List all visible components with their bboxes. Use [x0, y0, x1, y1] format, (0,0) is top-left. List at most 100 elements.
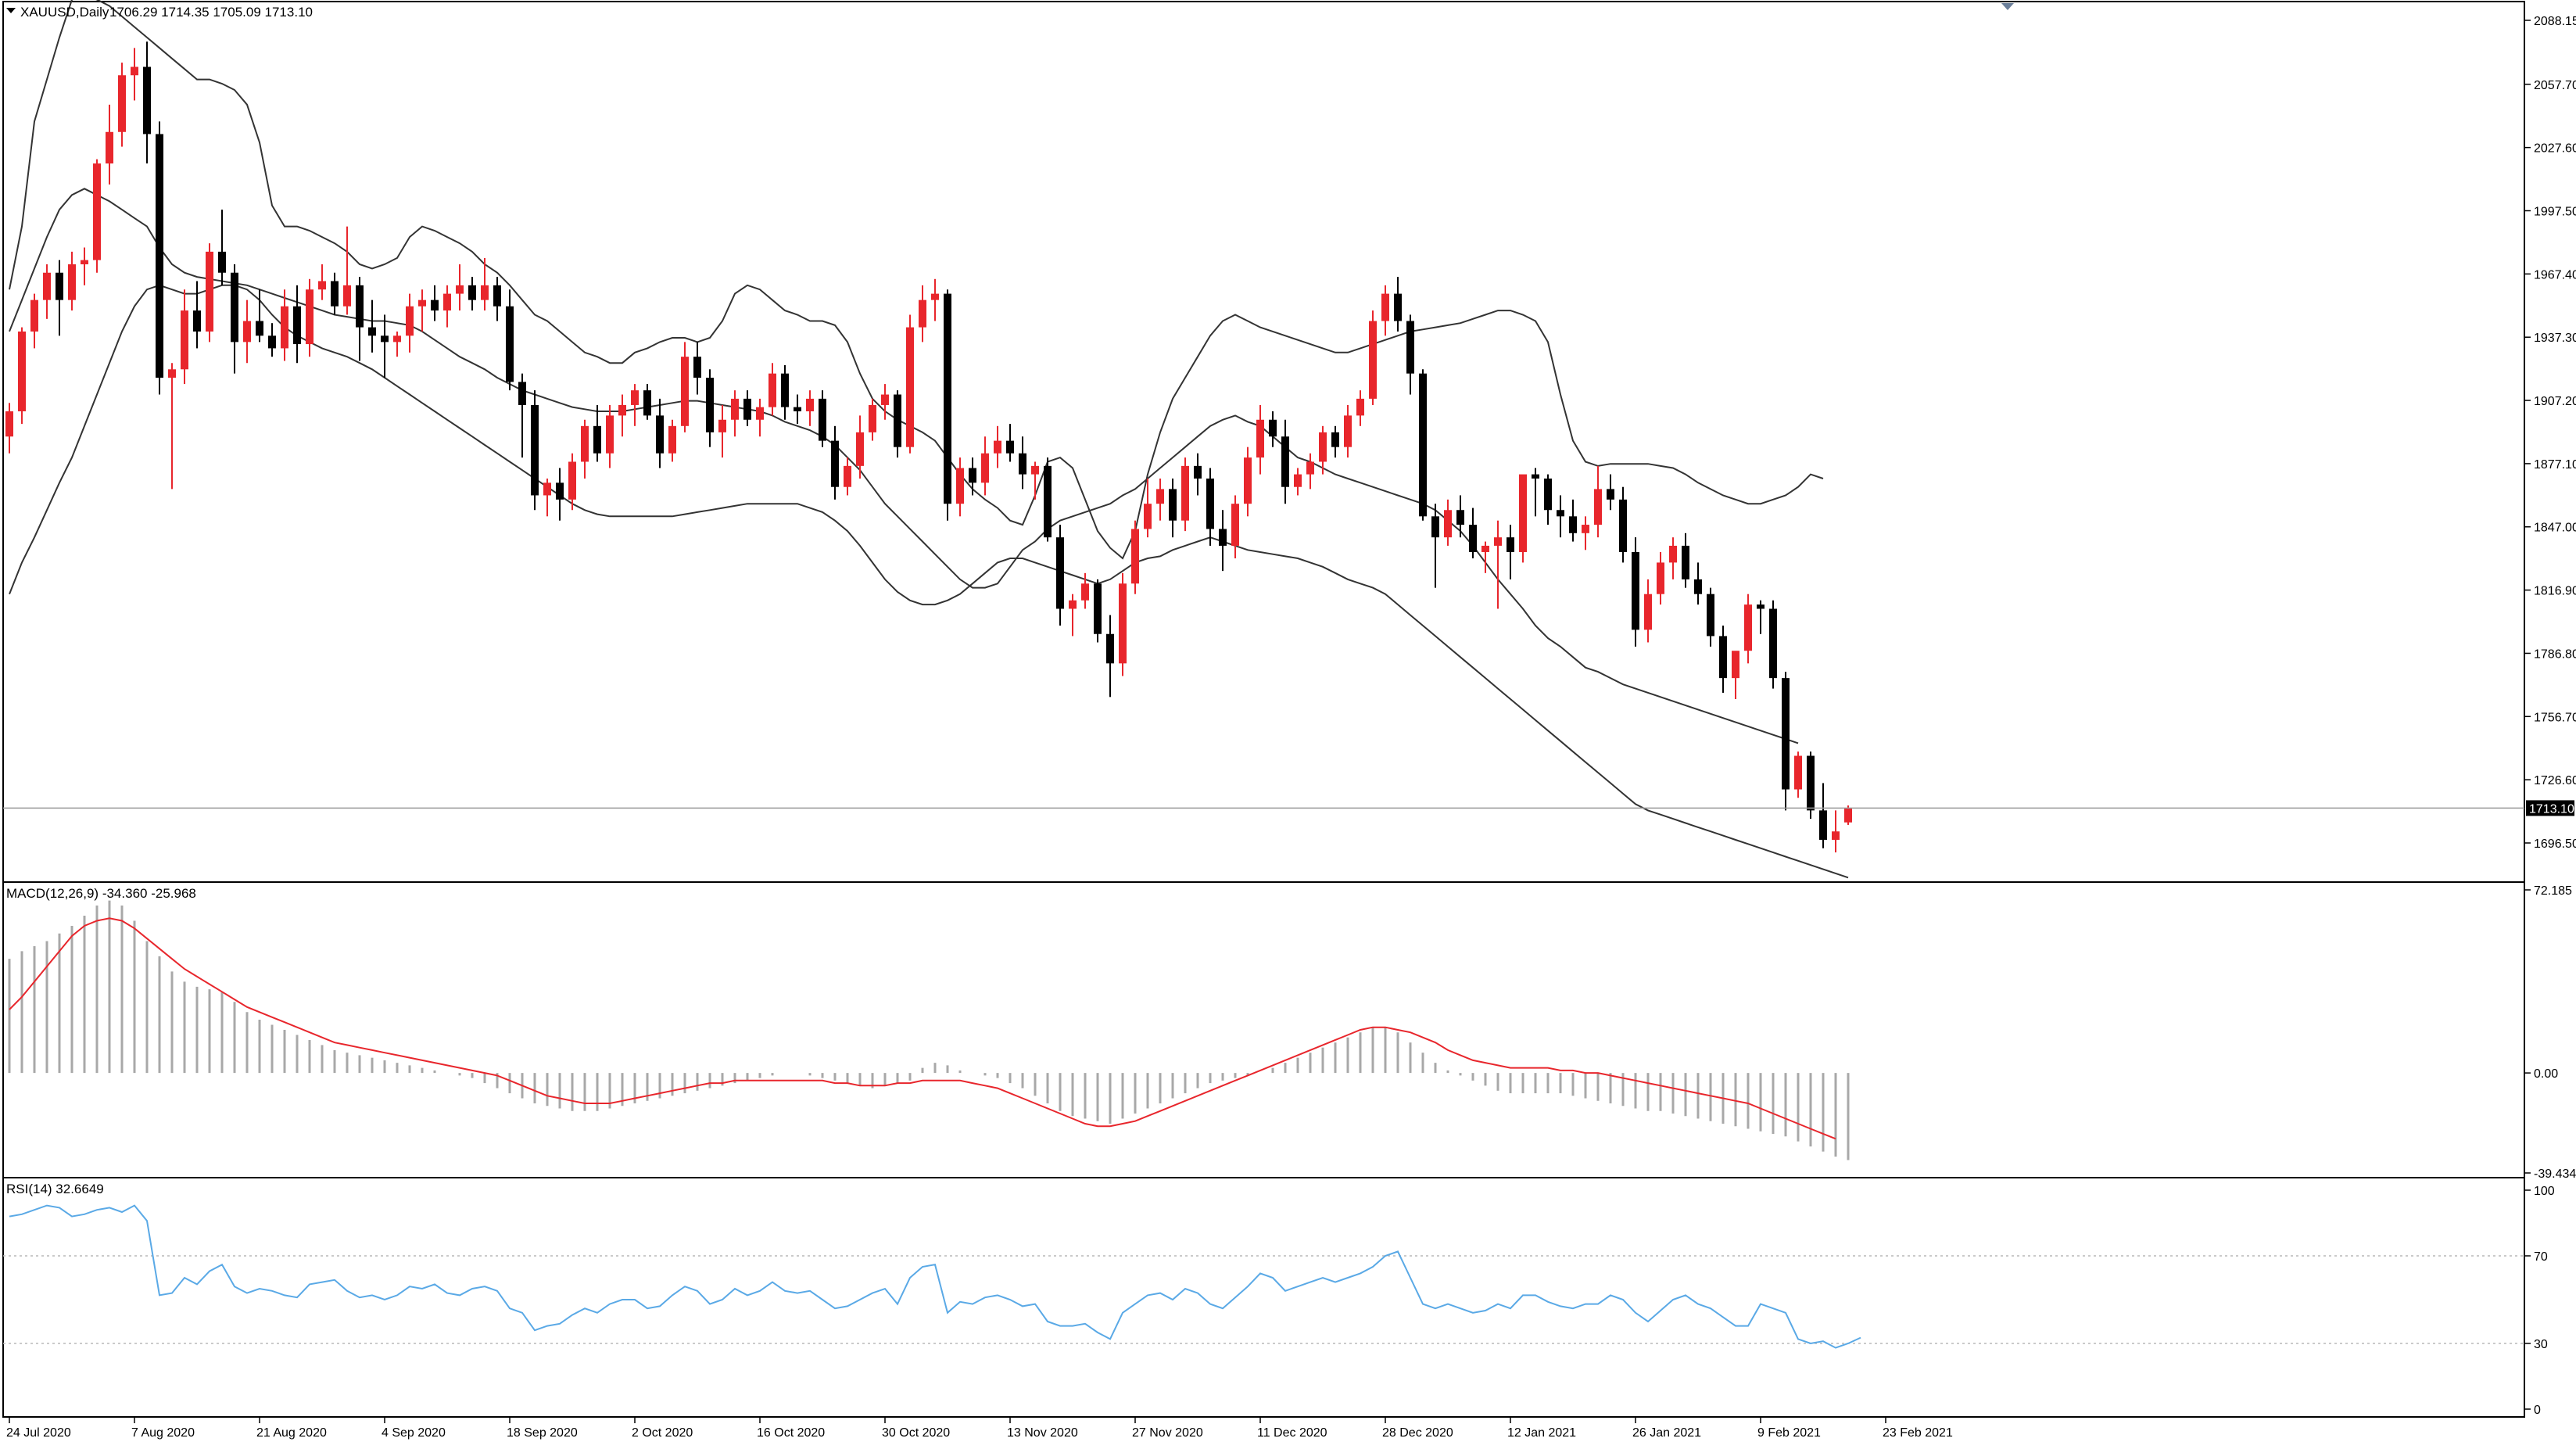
candle-body	[1106, 633, 1114, 664]
candle-body	[193, 310, 201, 332]
candle	[1194, 453, 1202, 496]
candle	[706, 369, 714, 447]
candle	[1669, 537, 1677, 579]
candle-body	[306, 289, 313, 345]
candle-body	[731, 398, 739, 420]
chart-menu-toggle[interactable]	[6, 8, 16, 13]
candle	[994, 425, 1001, 468]
candle-body	[393, 335, 401, 343]
chart-shift-marker-icon[interactable]	[2001, 3, 2014, 10]
candle-body	[1006, 440, 1014, 454]
candle	[806, 390, 814, 426]
candle	[819, 390, 826, 447]
date-tick-label: 24 Jul 2020	[6, 1426, 71, 1440]
candle	[1019, 436, 1026, 490]
candle-body	[931, 293, 939, 300]
macd-indicator: 72.185 0.00 -39.434	[8, 884, 2576, 1181]
candle	[1319, 425, 1327, 475]
candle	[1832, 810, 1840, 853]
candle-body	[68, 264, 76, 300]
triangle-down-icon[interactable]	[6, 8, 16, 13]
price-tick-label: 1816.90	[2534, 585, 2576, 598]
candle-body	[531, 404, 539, 496]
candle	[756, 398, 764, 437]
candle	[1744, 594, 1752, 664]
candle	[493, 277, 501, 321]
candle	[1031, 461, 1039, 500]
candle-body	[1544, 478, 1552, 511]
price-tick-label: 1786.80	[2534, 647, 2576, 661]
candle-body	[1119, 583, 1127, 664]
candle-body	[243, 321, 251, 343]
candle	[543, 478, 551, 517]
candle-body	[231, 272, 238, 343]
bollinger-lower-line	[9, 284, 1849, 879]
candle-body	[1206, 478, 1214, 529]
candle-body	[331, 281, 339, 307]
candle	[281, 289, 288, 361]
candle	[531, 390, 539, 511]
candle	[268, 323, 276, 357]
candle	[919, 285, 926, 343]
candle	[1532, 468, 1539, 517]
candle-body	[468, 285, 476, 300]
date-tick-label: 16 Oct 2020	[757, 1426, 825, 1440]
candle-body	[1094, 583, 1102, 634]
candle-body	[556, 482, 564, 500]
candle-body	[356, 285, 364, 328]
candle-body	[1582, 525, 1589, 533]
candle-body	[118, 75, 126, 132]
candle-body	[1694, 579, 1702, 594]
candle-body	[869, 404, 876, 432]
candle-body	[1632, 551, 1639, 630]
candle-body	[1306, 461, 1314, 475]
candle-body	[606, 415, 614, 454]
candle	[1794, 751, 1802, 798]
candle-body	[969, 468, 976, 483]
candle-body	[1031, 465, 1039, 475]
candle-body	[1294, 474, 1302, 487]
candle-body	[756, 407, 764, 420]
candle	[1394, 277, 1402, 332]
candle	[443, 285, 451, 328]
candle-body	[131, 66, 138, 76]
candlesticks	[5, 41, 1852, 853]
current-price-line: 1713.10	[3, 800, 2574, 816]
candle-body	[1344, 415, 1352, 447]
date-tick-label: 26 Jan 2021	[1632, 1426, 1701, 1440]
candle-body	[293, 306, 301, 345]
candle	[1557, 495, 1564, 538]
candle	[731, 390, 739, 437]
candle-body	[1269, 419, 1277, 437]
candle	[1006, 424, 1014, 462]
candle-body	[1256, 419, 1264, 458]
rsi-label: RSI(14) 32.6649	[6, 1182, 104, 1196]
candle	[1156, 478, 1164, 521]
date-tick-label: 12 Jan 2021	[1507, 1426, 1576, 1440]
candle-body	[1019, 453, 1026, 475]
price-tick-label: 1696.50	[2534, 837, 2576, 851]
candle	[306, 278, 313, 357]
candle-body	[381, 335, 389, 343]
candle	[231, 264, 238, 374]
candle-body	[1481, 545, 1489, 552]
candle-body	[1181, 465, 1189, 521]
candle-body	[143, 66, 151, 134]
candle	[956, 457, 964, 517]
candle	[1356, 390, 1364, 426]
candle	[68, 251, 76, 311]
candle	[581, 419, 589, 479]
date-tick-label: 23 Feb 2021	[1883, 1426, 1953, 1440]
candle-body	[1682, 545, 1689, 579]
candle-body	[443, 293, 451, 311]
price-tick-label: 1937.30	[2534, 332, 2576, 345]
candle-body	[1431, 516, 1439, 538]
candle	[631, 384, 639, 426]
candle	[1044, 457, 1052, 542]
candle-body	[1356, 398, 1364, 416]
candle	[1119, 572, 1127, 676]
candle-body	[1557, 510, 1564, 517]
candle-body	[1619, 499, 1627, 552]
